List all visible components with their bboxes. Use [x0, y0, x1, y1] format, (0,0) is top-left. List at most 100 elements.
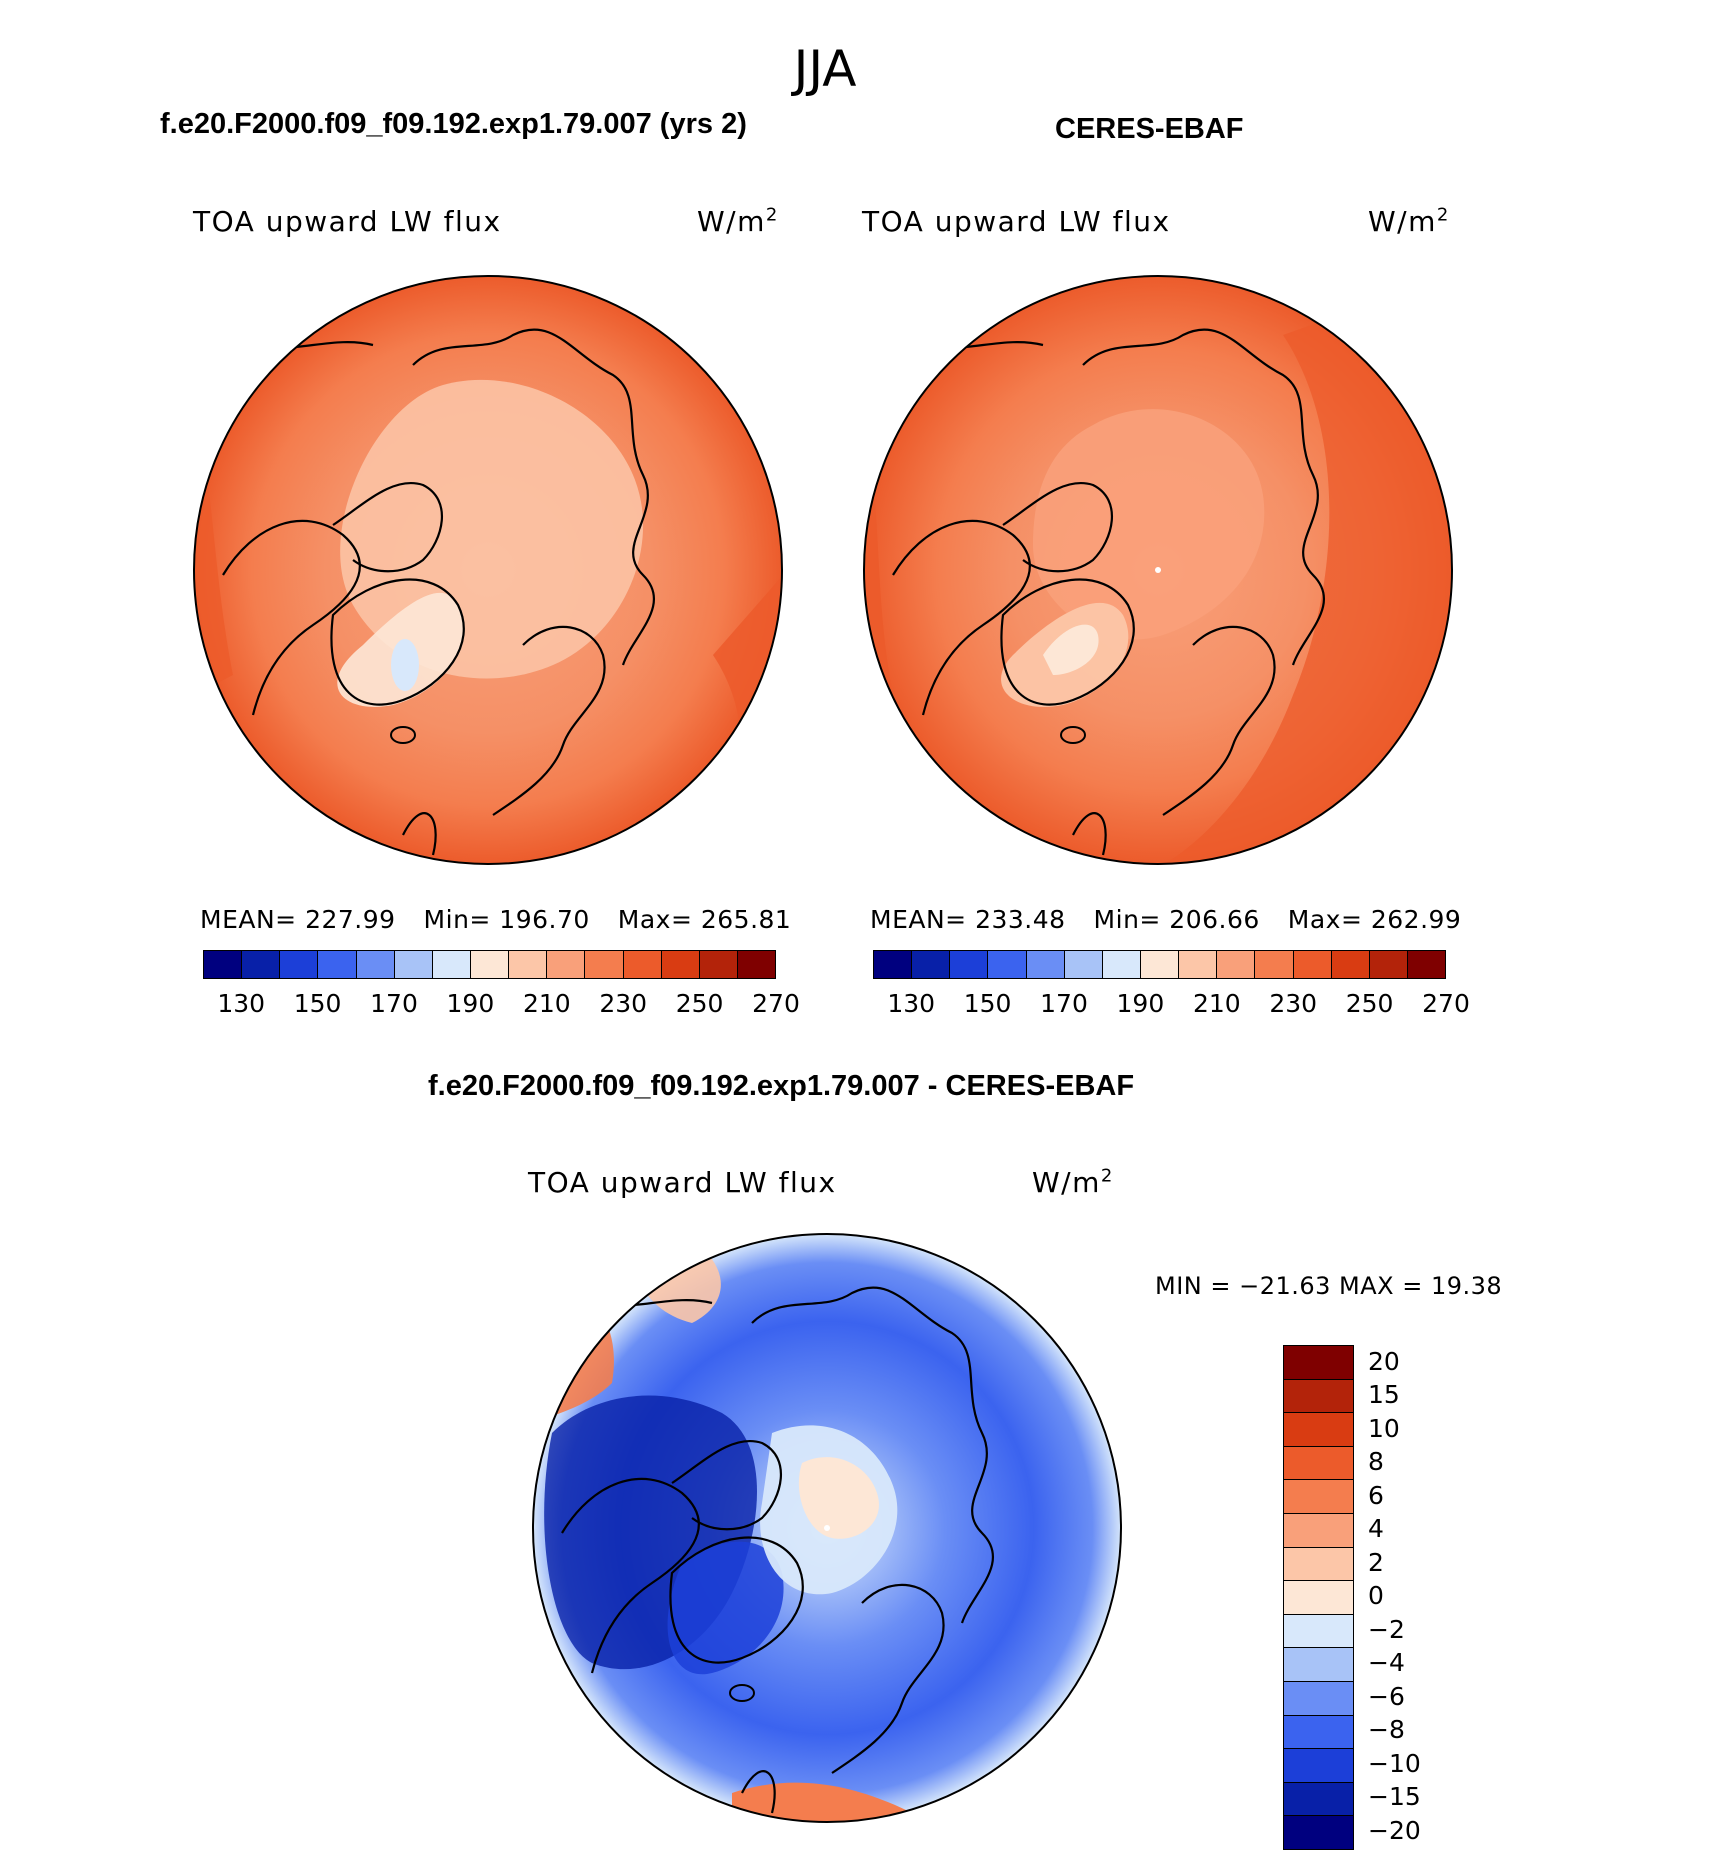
right-greenland-minimum	[1043, 624, 1099, 675]
diff-coastline-greenland	[669, 1536, 804, 1664]
right-colorbar-tick: 230	[1269, 989, 1318, 1018]
left-colorbar-tick: 150	[293, 989, 342, 1018]
right-colorbar-swatch	[1179, 951, 1218, 978]
left-colorbar-tick: 190	[446, 989, 495, 1018]
right-colorbar-swatch	[1293, 951, 1332, 978]
diff-positive-anomaly	[798, 1457, 879, 1539]
diff-coastline-eurasia	[751, 1286, 995, 1624]
right-colorbar-swatch	[1026, 951, 1065, 978]
right-colorbar-tick: 250	[1345, 989, 1394, 1018]
right-colorbar: 130 150 170 190 210 230 250 270	[873, 950, 1470, 1023]
left-units-label: W/m2	[697, 204, 779, 238]
right-pole-marker	[1155, 567, 1161, 573]
diff-variable-label: TOA upward LW flux	[528, 1166, 837, 1199]
right-colorbar-swatch	[1255, 951, 1294, 978]
diff-units-label: W/m2	[1032, 1165, 1114, 1199]
diff-colorbar-swatch	[1284, 1816, 1353, 1849]
diff-colorbar-tick: −15	[1368, 1782, 1421, 1812]
right-coastline-archipelago	[1002, 482, 1114, 573]
right-coastline-eurasia	[1082, 328, 1326, 666]
left-coastline-greenland	[330, 578, 465, 706]
diff-colorbar-swatch	[1284, 1681, 1353, 1716]
left-colorbar-swatch	[242, 951, 281, 978]
right-colorbar-swatch	[912, 951, 951, 978]
right-colorbar-swatch	[1369, 951, 1408, 978]
right-colorbar-swatch	[1140, 951, 1180, 978]
left-colorbar-swatch	[432, 951, 471, 978]
diff-greenland-negative-region	[667, 1541, 784, 1675]
right-colorbar-swatch	[1102, 951, 1141, 978]
left-case-title: f.e20.F2000.f09_f09.192.exp1.79.007 (yrs…	[160, 108, 747, 140]
left-greenland-minimum	[391, 639, 419, 691]
right-coastline-north-america	[892, 519, 1031, 716]
diff-colorbar-tick: −2	[1368, 1614, 1405, 1644]
diff-colorbar-swatch	[1284, 1513, 1353, 1548]
diff-colorbar-tick: 6	[1368, 1480, 1384, 1510]
diff-coastline-british-isles	[741, 1770, 776, 1814]
diff-colorbar-tick: −4	[1368, 1648, 1405, 1678]
right-variable-label: TOA upward LW flux	[862, 205, 1171, 238]
diff-colorbar-tick: 8	[1368, 1447, 1384, 1477]
left-colorbar-swatch	[547, 951, 586, 978]
left-coastline-iceland	[390, 726, 416, 744]
left-colorbar-swatch	[509, 951, 548, 978]
left-stats: MEAN= 227.99 Min= 196.70 Max= 265.81	[200, 905, 792, 934]
left-map-border	[193, 275, 783, 865]
diff-colorbar-tick: 4	[1368, 1514, 1384, 1544]
diff-case-title: f.e20.F2000.f09_f09.192.exp1.79.007 - CE…	[428, 1070, 1135, 1102]
season-title: JJA	[793, 40, 857, 98]
left-colorbar-tick: 170	[370, 989, 418, 1018]
right-coastline-british-isles	[1072, 812, 1107, 856]
right-map-border	[863, 275, 1453, 865]
right-colorbar-tick: 270	[1422, 989, 1470, 1018]
left-colorbar-tick: 210	[522, 989, 571, 1018]
right-arctic-ocean-region	[1033, 409, 1265, 640]
right-colorbar-swatch	[1064, 951, 1103, 978]
diff-colorbar-swatch	[1284, 1749, 1353, 1783]
diff-coastline-iceland	[729, 1684, 755, 1702]
left-colorbar-swatch	[356, 951, 395, 978]
right-colorbar-swatch	[874, 951, 913, 978]
left-polar-map	[193, 275, 783, 865]
diff-colorbar-tick: −10	[1368, 1748, 1421, 1778]
right-eastern-region	[1163, 276, 1452, 864]
diff-minmax-label: MIN = −21.63 MAX = 19.38	[1155, 1272, 1503, 1300]
diff-colorbar-swatch	[1284, 1547, 1353, 1582]
left-colorbar-tick: 270	[752, 989, 800, 1018]
left-coastline-scandinavia	[492, 625, 606, 816]
diff-colorbar-tick: 10	[1368, 1413, 1400, 1443]
diff-colorbar-swatch	[1284, 1480, 1353, 1514]
diff-colorbar-swatch	[1284, 1413, 1353, 1447]
right-colorbar-tick: 130	[887, 989, 936, 1018]
left-colorbar-swatch	[737, 951, 776, 978]
diff-map-border	[532, 1233, 1122, 1823]
diff-colorbar-swatch	[1284, 1782, 1353, 1817]
diff-colorbar-swatch	[1284, 1715, 1353, 1750]
diff-colorbar-swatch	[1284, 1581, 1353, 1615]
diff-coastline-north-america	[561, 1477, 700, 1674]
diff-colorbar-swatch	[1284, 1379, 1353, 1414]
diff-colorbar-swatch	[1284, 1346, 1353, 1380]
diff-colorbar-swatch	[1284, 1614, 1353, 1649]
diff-southern-positive-region	[732, 1782, 912, 1822]
right-colorbar-swatch	[988, 951, 1027, 978]
diff-colorbar-tick: 20	[1368, 1346, 1400, 1376]
left-colorbar-swatch	[699, 951, 738, 978]
left-colorbar-tick: 230	[599, 989, 648, 1018]
left-coastline-archipelago	[332, 482, 444, 573]
diff-colorbar-tick: −8	[1368, 1715, 1405, 1745]
left-colorbar-swatch	[394, 951, 433, 978]
diff-colorbar-swatch	[1284, 1648, 1353, 1682]
left-colorbar-tick: 130	[217, 989, 266, 1018]
right-coastline-iceland	[1060, 726, 1086, 744]
diff-colorbar-ticks: 20 15 10 8 6 4 2 0 −2 −4 −6 −8 −10 −15 −20	[1368, 1345, 1448, 1848]
diff-colorbar-tick: −6	[1368, 1681, 1405, 1711]
left-colorbar-swatch	[661, 951, 700, 978]
right-coastline-greenland	[1000, 578, 1135, 706]
right-colorbar-tick: 150	[963, 989, 1012, 1018]
right-colorbar-tick: 210	[1192, 989, 1241, 1018]
right-colorbar-swatch	[1331, 951, 1370, 978]
left-variable-label: TOA upward LW flux	[193, 205, 502, 238]
right-units-label: W/m2	[1368, 204, 1450, 238]
right-polar-map	[863, 275, 1453, 865]
